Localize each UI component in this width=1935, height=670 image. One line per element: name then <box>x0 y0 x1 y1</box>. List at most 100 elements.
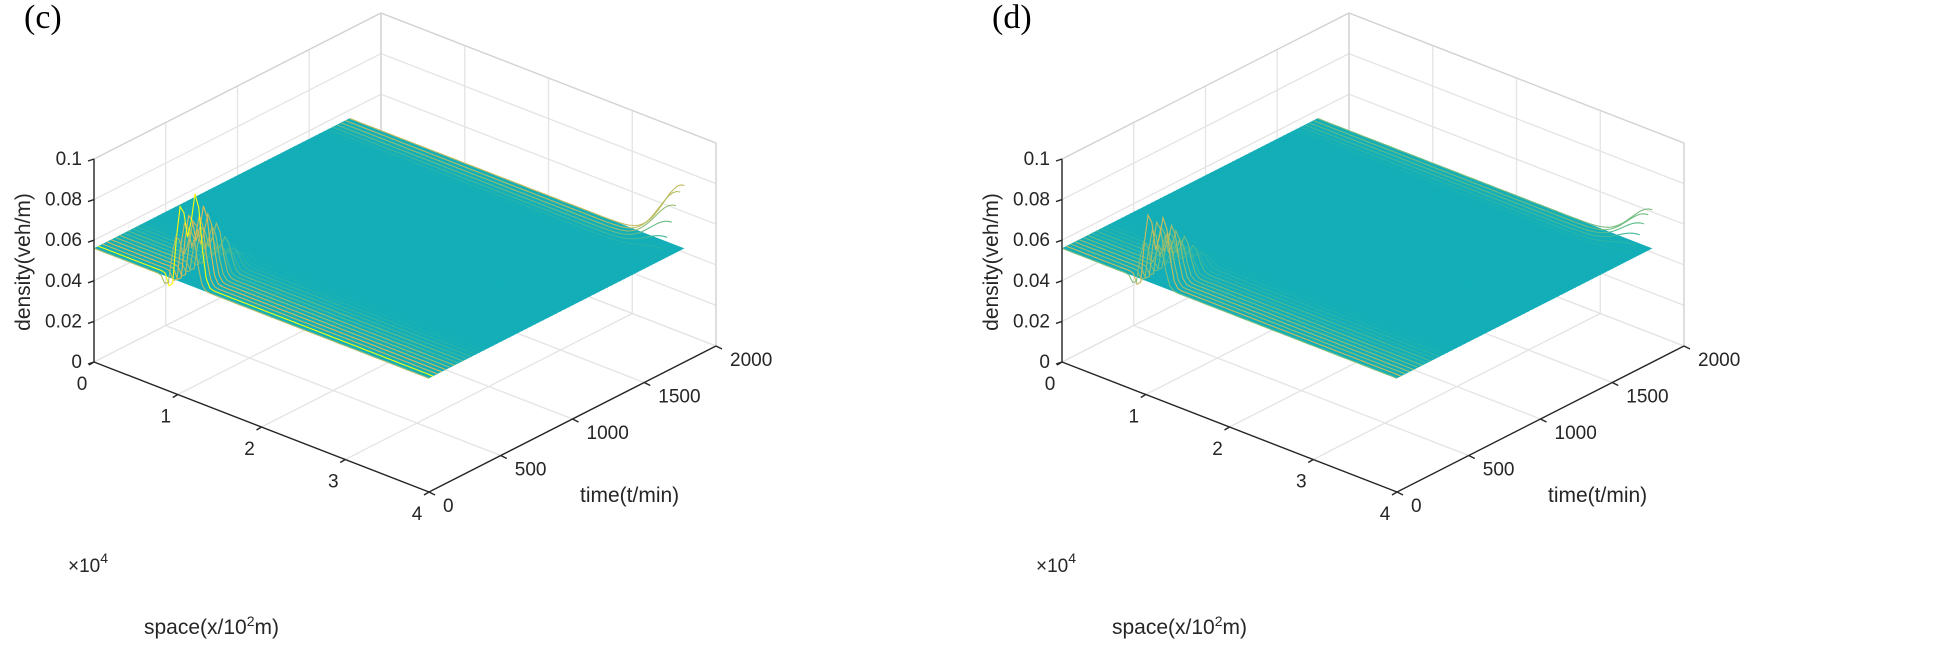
mesh-line <box>1317 117 1653 228</box>
mesh-line <box>1074 220 1410 373</box>
mesh-line <box>102 213 438 375</box>
mesh-line <box>344 119 681 229</box>
mesh-line <box>1197 178 1534 310</box>
mesh-line <box>1232 161 1568 293</box>
mesh-line <box>349 117 685 227</box>
mesh-line <box>327 128 664 250</box>
mesh-line <box>140 223 476 356</box>
mesh-line <box>1146 204 1483 336</box>
mesh-line <box>1134 210 1470 343</box>
mesh-line <box>161 213 498 345</box>
mesh-line <box>1193 180 1530 312</box>
x-tick-label: 1 <box>160 407 171 428</box>
mesh-line <box>289 148 625 280</box>
mesh-line <box>264 161 600 293</box>
x-tick-label: 1 <box>1128 407 1139 428</box>
mesh-line <box>217 184 553 317</box>
mesh-line <box>93 228 430 379</box>
mesh-line <box>144 221 481 353</box>
mesh-line <box>247 169 583 301</box>
mesh-line <box>1138 208 1474 340</box>
grid-line <box>93 53 382 201</box>
mesh-line <box>166 210 502 343</box>
y-axis-title: time(t/min) <box>1548 484 1647 507</box>
x-tick-label: 2 <box>244 439 255 460</box>
mesh-line <box>204 191 540 323</box>
z-tick-label: 0.08 <box>45 190 82 211</box>
x-multiplier: ×104 <box>1036 550 1076 577</box>
mesh-line <box>1172 191 1508 323</box>
mesh-line <box>336 124 672 235</box>
mesh-line <box>1249 152 1585 284</box>
mesh-line <box>110 211 447 371</box>
z-axis-title: density(veh/m) <box>980 193 1003 331</box>
surface <box>1061 117 1653 379</box>
mesh-line <box>1312 119 1649 231</box>
mesh-line <box>302 141 638 273</box>
grid-line <box>380 52 717 185</box>
mesh-line <box>1295 128 1632 254</box>
x-axis-title: space(x/102m) <box>1112 613 1247 639</box>
y-tick-label: 2000 <box>1698 350 1740 371</box>
mesh-line <box>1202 176 1538 308</box>
y-tick-label: 500 <box>515 460 547 481</box>
x-multiplier: ×104 <box>68 550 108 577</box>
mesh-line <box>1304 124 1640 237</box>
mesh-line <box>1236 158 1572 291</box>
y-tick-label: 0 <box>443 496 454 517</box>
x-axis-title: space(x/102m) <box>144 613 279 639</box>
grid-line <box>1348 52 1685 185</box>
grid-line <box>380 93 717 225</box>
mesh-line <box>136 226 472 358</box>
grid-line <box>165 324 501 457</box>
mesh-line <box>1121 217 1457 349</box>
z-tick-label: 0 <box>1039 352 1050 373</box>
mesh-line <box>272 156 609 288</box>
panel-label: (d) <box>992 0 1032 36</box>
z-tick-label: 0 <box>71 352 82 373</box>
mesh-line <box>276 154 613 286</box>
mesh-line <box>268 158 604 291</box>
x-tick-label: 0 <box>77 374 88 395</box>
mesh-line <box>183 202 519 334</box>
mesh-line <box>1163 195 1500 327</box>
mesh-line <box>200 193 536 325</box>
z-tick-label: 0.06 <box>1013 230 1050 251</box>
mesh-line <box>1244 154 1581 286</box>
mesh-line <box>1185 184 1521 317</box>
mesh-line <box>1142 206 1479 338</box>
mesh-line <box>1129 213 1466 345</box>
mesh-line <box>1283 135 1619 266</box>
mesh-line <box>225 180 562 312</box>
mesh-line <box>1278 137 1615 269</box>
mesh-line <box>306 139 643 271</box>
mesh-line <box>1257 148 1593 280</box>
z-tick-label: 0.04 <box>1013 271 1050 292</box>
mesh-line <box>1066 213 1402 377</box>
mesh-line <box>310 137 647 269</box>
mesh-line <box>255 165 591 297</box>
mesh-line <box>1189 182 1525 314</box>
y-axis-title: time(t/min) <box>580 484 679 507</box>
mesh-line <box>1061 240 1398 379</box>
chart-panel-c: (c) 0 0.02 0.04 0.06 0.08 0.1 0 1 2 3 4 0 500 1000 150… <box>0 0 967 670</box>
mesh-line <box>187 200 523 332</box>
y-tick-label: 1000 <box>1555 423 1597 444</box>
mesh-line <box>298 143 634 275</box>
mesh-line <box>1227 163 1564 295</box>
y-tick-label: 1500 <box>658 387 700 408</box>
mesh-line <box>319 132 655 263</box>
mesh-line <box>1261 145 1598 278</box>
mesh-line <box>1083 233 1419 369</box>
mesh-line <box>1159 197 1496 330</box>
mesh-line <box>1270 141 1606 273</box>
x-tick-label: 3 <box>1296 472 1307 493</box>
mesh-line <box>1219 167 1555 299</box>
z-tick-label: 0.06 <box>45 230 82 251</box>
mesh-line <box>259 163 596 295</box>
mesh-line <box>1108 223 1444 356</box>
